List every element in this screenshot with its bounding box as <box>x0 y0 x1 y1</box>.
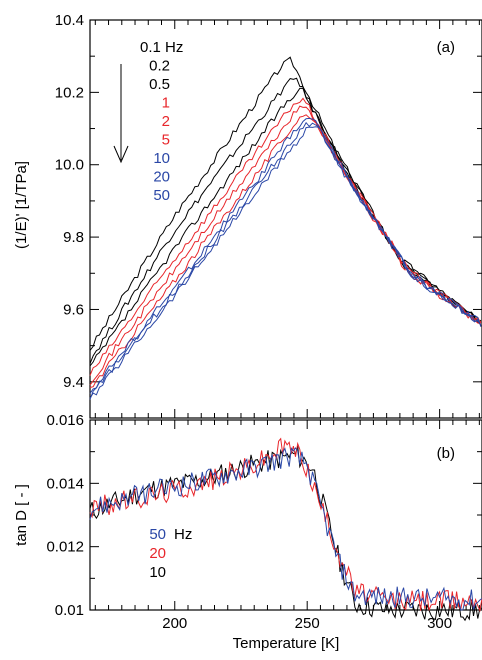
series-line <box>89 447 482 611</box>
panel-b-legend: 50 Hz 20 10 <box>149 526 192 581</box>
legend-entry: 20 <box>149 545 166 562</box>
y-tick-label: 9.8 <box>63 229 84 246</box>
legend-entry: 0.5 <box>149 76 170 93</box>
panel-b-ticks <box>90 419 482 611</box>
panel-a-label: (a) <box>437 39 455 56</box>
series-line <box>89 437 482 613</box>
frequency-arrow-icon <box>113 64 129 164</box>
series-line <box>89 77 482 364</box>
panel-a-ylabel: (1/E)' [1/TPa] <box>13 161 30 249</box>
panel-b-y-tick-labels: 0.01 0.012 0.014 0.016 <box>46 412 84 619</box>
x-tick-label: 200 <box>162 615 187 632</box>
y-tick-label: 0.014 <box>46 475 84 492</box>
legend-entry: 1 <box>162 95 170 112</box>
panel-a: 9.49.69.810.010.210.4 (a) (1/E)' [1/TPa]… <box>13 12 482 419</box>
panel-a-y-tick-labels: 9.4 9.6 9.8 10.0 10.2 10.4 <box>55 12 84 391</box>
y-tick-label: 10.0 <box>55 157 84 174</box>
series-line <box>89 87 481 367</box>
y-tick-label: 10.2 <box>55 84 84 101</box>
panel-b-frame <box>89 419 482 611</box>
y-tick-label: 10.4 <box>55 12 84 29</box>
x-tick-label: 300 <box>427 615 452 632</box>
panel-b: 0.01 0.012 0.014 0.016 200 250 300 (b) tan D … <box>13 412 482 652</box>
legend-entry: 10 <box>149 564 166 581</box>
series-line <box>89 126 482 399</box>
legend-entry: 0.2 <box>149 58 170 75</box>
legend-entry: 5 <box>162 132 170 149</box>
series-line <box>89 97 482 376</box>
panel-a-series <box>89 56 482 400</box>
panel-b-ylabel: tan D [ - ] <box>13 484 30 546</box>
legend-entry: 20 <box>153 169 170 186</box>
series-line <box>89 117 482 394</box>
y-tick-label: 9.6 <box>63 301 84 318</box>
legend-unit: Hz <box>174 526 192 543</box>
legend-entry: 50 <box>153 187 170 204</box>
legend-entry: 2 <box>162 113 170 130</box>
legend-entry: 10 <box>153 150 170 167</box>
panel-a-ticks <box>90 19 482 418</box>
panel-b-label: (b) <box>437 445 455 462</box>
panel-b-series <box>89 437 482 622</box>
legend-entry: 0.1 Hz <box>140 39 183 56</box>
panel-a-frame <box>89 19 482 419</box>
y-tick-label: 0.012 <box>46 539 84 556</box>
series-line <box>89 56 482 351</box>
y-tick-label: 0.01 <box>55 602 84 619</box>
x-axis-title: Temperature [K] <box>233 635 340 652</box>
x-tick-label: 250 <box>295 615 320 632</box>
y-tick-label: 0.016 <box>46 412 84 429</box>
legend-entry: 50 <box>149 526 166 543</box>
panel-b-x-tick-labels: 200 250 300 <box>162 615 452 632</box>
y-tick-label: 9.4 <box>63 374 84 391</box>
series-line <box>89 121 482 400</box>
